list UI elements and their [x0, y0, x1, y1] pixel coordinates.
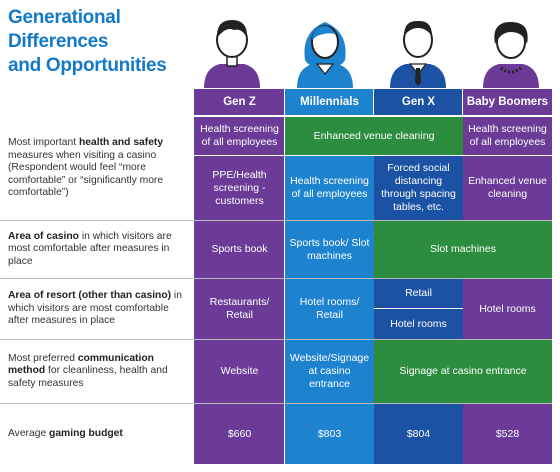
resort-gen-x-bottom: Hotel rooms	[374, 309, 463, 339]
communication-millennials: Website/Signage at casino entrance	[285, 340, 374, 403]
casino-merged: Slot machines	[374, 221, 552, 278]
health-boomers-1: Health screening of all employees	[463, 117, 552, 155]
header-gen-z: Gen Z	[194, 89, 285, 115]
row-label-casino-area: Area of casino in which visitors are mos…	[8, 230, 172, 267]
row-label-health-safety: Most important health and safety measure…	[8, 137, 164, 199]
resort-gen-x-top: Retail	[374, 279, 463, 308]
header-gen-x: Gen X	[374, 89, 463, 115]
casino-gen-z: Sports book	[194, 221, 285, 278]
health-gen-z-1: Health screening of all employees	[194, 117, 285, 155]
column-divider	[284, 89, 285, 464]
casino-millennials: Sports book/ Slot machines	[285, 221, 374, 278]
cell-divider	[194, 155, 285, 156]
budget-gen-z: $660	[194, 404, 285, 464]
health-merged-1: Enhanced venue cleaning	[285, 117, 463, 155]
gen-z-person-icon	[204, 20, 260, 88]
health-gen-x-2: Forced social distancing through spacing…	[374, 156, 463, 220]
resort-boomers: Hotel rooms	[463, 279, 552, 339]
column-divider	[373, 89, 374, 117]
title-line-2: and Opportunities	[8, 55, 167, 76]
row-divider	[0, 403, 552, 404]
health-gen-z-2: PPE/Health screening - customers	[194, 156, 285, 220]
row-divider	[0, 220, 552, 221]
gen-x-person-icon	[390, 20, 446, 88]
header-millennials: Millennials	[285, 89, 374, 115]
row-divider	[0, 339, 552, 340]
column-divider	[462, 89, 463, 117]
budget-boomers: $528	[463, 404, 552, 464]
row-divider	[0, 278, 552, 279]
health-millennials-2: Health screening of all employees	[285, 156, 374, 220]
cell-divider	[463, 155, 552, 156]
budget-millennials: $803	[285, 404, 374, 464]
millennial-person-icon	[297, 22, 353, 88]
baby-boomer-person-icon	[483, 22, 539, 88]
communication-merged: Signage at casino entrance	[374, 340, 552, 403]
title-line-1: Generational Differences	[8, 7, 121, 52]
row-label-gaming-budget: Average gaming budget	[8, 427, 123, 439]
resort-millennials: Hotel rooms/ Retail	[285, 279, 374, 339]
row-label-resort-area: Area of resort (other than casino) in wh…	[8, 290, 182, 327]
budget-gen-x: $804	[374, 404, 463, 464]
page-title: Generational Differences and Opportuniti…	[8, 6, 194, 78]
header-baby-boomers: Baby Boomers	[463, 89, 552, 115]
health-boomers-2: Enhanced venue cleaning	[463, 156, 552, 220]
cell-divider	[374, 308, 463, 309]
resort-gen-z: Restaurants/ Retail	[194, 279, 285, 339]
communication-gen-z: Website	[194, 340, 285, 403]
row-label-communication: Most preferred communication method for …	[8, 352, 168, 389]
